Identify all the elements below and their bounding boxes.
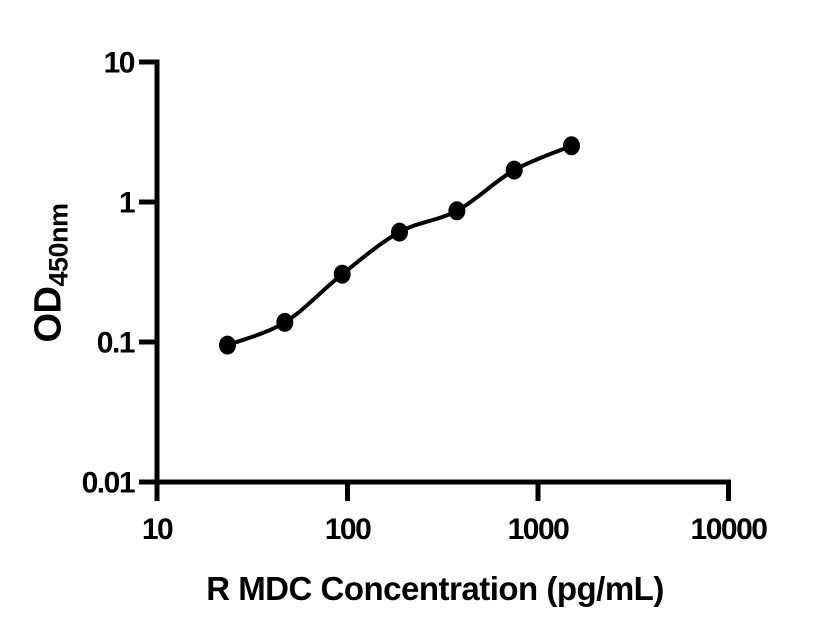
data-point — [448, 201, 466, 221]
y-tick-label: 0.01 — [82, 467, 135, 500]
y-axis-title-subscript: 450nm — [43, 203, 74, 287]
x-tick-label: 100 — [325, 513, 371, 546]
y-tick-label: 1 — [119, 187, 135, 220]
y-axis-title-text: OD — [27, 286, 70, 343]
data-point — [333, 264, 351, 284]
data-point — [391, 222, 408, 242]
data-point — [276, 312, 294, 332]
y-tick-label: 10 — [104, 47, 135, 80]
data-point — [505, 160, 523, 180]
y-tick-label: 0.1 — [97, 327, 135, 360]
x-tick-label: 10000 — [691, 513, 768, 546]
x-tick-label: 10 — [142, 513, 173, 546]
x-axis-title: R MDC Concentration (pg/mL) — [206, 570, 664, 607]
x-tick-label: 1000 — [508, 513, 570, 546]
data-point — [219, 335, 236, 355]
y-axis-title: OD 450nm — [27, 203, 74, 343]
data-point — [563, 136, 580, 156]
